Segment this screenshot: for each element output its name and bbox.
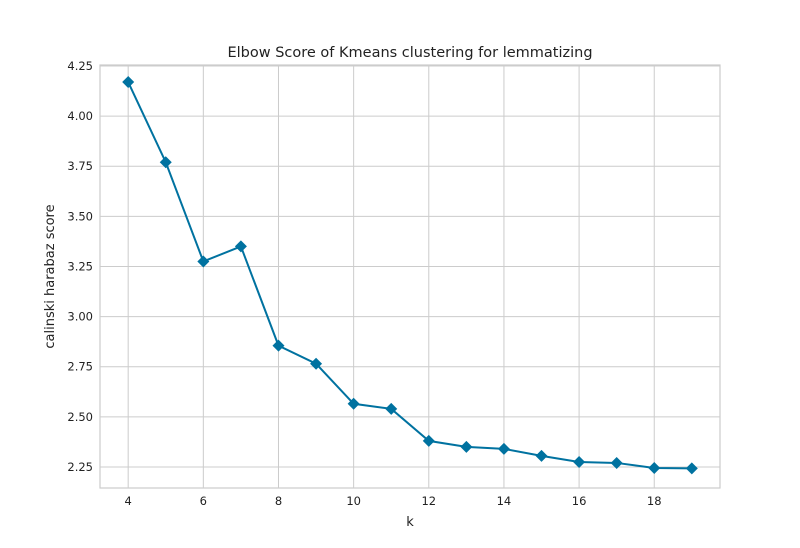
data-point-marker: [272, 339, 285, 352]
y-tick-label: 4.00: [67, 109, 93, 123]
data-point-marker: [460, 440, 473, 453]
data-point-marker: [685, 462, 698, 475]
x-tick-label: 14: [497, 494, 512, 508]
data-point-marker: [610, 456, 623, 469]
data-point-marker: [122, 76, 135, 89]
data-point-marker: [573, 455, 586, 468]
data-point-marker: [197, 255, 210, 268]
data-point-marker: [347, 397, 360, 410]
x-tick-label: 18: [647, 494, 662, 508]
data-point-marker: [310, 357, 323, 370]
data-point-marker: [648, 461, 661, 474]
data-point-marker: [234, 240, 247, 253]
y-tick-label: 3.25: [67, 259, 93, 273]
data-point-marker: [159, 156, 172, 169]
x-tick-label: 4: [125, 494, 132, 508]
y-tick-label: 2.50: [67, 410, 93, 424]
y-tick-label: 2.25: [67, 460, 93, 474]
data-point-marker: [422, 434, 435, 447]
y-tick-label: 3.00: [67, 310, 93, 324]
x-tick-labels: 4 6 8 10 12 14 16 18: [125, 494, 662, 508]
x-tick-label: 12: [421, 494, 436, 508]
series-group: [122, 76, 698, 475]
data-point-marker: [385, 402, 398, 415]
y-tick-label: 3.50: [67, 209, 93, 223]
y-tick-label: 4.25: [67, 59, 93, 73]
x-tick-label: 6: [200, 494, 207, 508]
y-tick-label: 2.75: [67, 360, 93, 374]
y-tick-label: 3.75: [67, 159, 93, 173]
chart-title: Elbow Score of Kmeans clustering for lem…: [227, 45, 592, 61]
y-axis-label: calinski harabaz score: [43, 204, 58, 348]
x-tick-label: 8: [275, 494, 282, 508]
x-tick-label: 10: [346, 494, 361, 508]
x-tick-label: 16: [572, 494, 587, 508]
series-line: [127, 81, 692, 470]
data-point-marker: [535, 449, 548, 462]
x-axis-label: k: [406, 515, 414, 530]
data-point-marker: [497, 442, 510, 455]
y-tick-labels: 2.25 2.50 2.75 3.00 3.25 3.50 3.75 4.00 4.25: [67, 59, 93, 474]
